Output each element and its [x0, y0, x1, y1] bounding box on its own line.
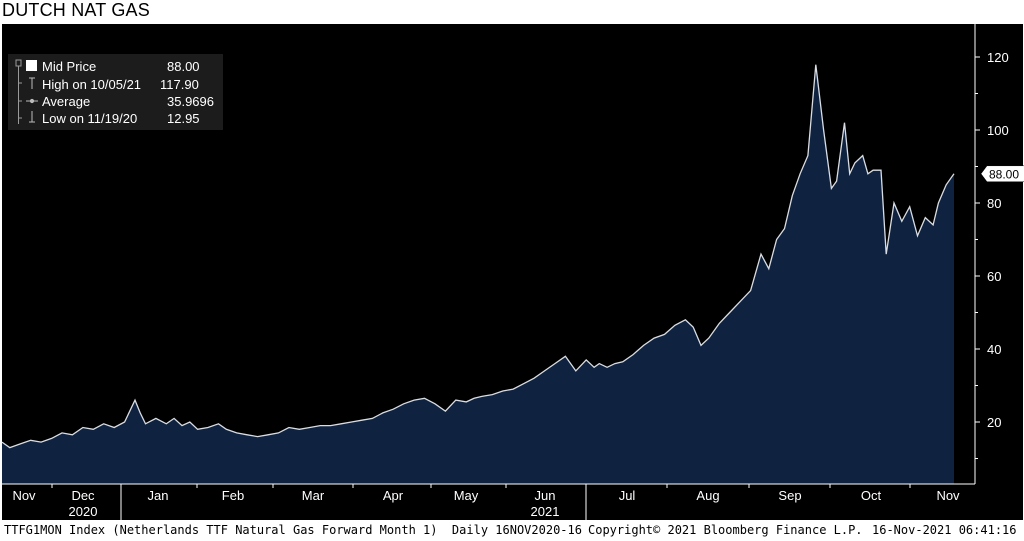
footer: TTFG1MON Index (Netherlands TTF Natural …	[0, 520, 1024, 541]
legend-background	[8, 54, 223, 130]
last-price-tag: 88.00	[980, 165, 1024, 183]
legend-low-label: Low on 11/19/20	[42, 111, 137, 126]
y-tick-label: 80	[987, 196, 1001, 211]
y-axis-ticks: 20 40 60 80 100 120	[975, 50, 1009, 459]
y-tick-label: 100	[987, 123, 1009, 138]
legend-mid-value: 88.00	[167, 59, 200, 74]
x-axis-ticks: Nov Dec Jan Feb Mar Apr May Jun Jul Aug Sep Oct Nov 2…	[12, 484, 960, 520]
y-tick-label: 120	[987, 50, 1009, 65]
series-area	[2, 64, 954, 484]
legend: Mid Price 88.00 High on 10/05/21 117.90 …	[8, 54, 223, 130]
legend-low-value: 12.95	[167, 111, 200, 126]
x-month-label: Mar	[302, 488, 325, 503]
footer-index-info: TTFG1MON Index (Netherlands TTF Natural …	[4, 523, 582, 537]
legend-avg-label: Average	[42, 94, 90, 109]
x-month-label: Apr	[383, 488, 404, 503]
y-tick-label: 40	[987, 342, 1001, 357]
low-marker-icon	[29, 111, 35, 123]
x-month-label: Feb	[222, 488, 244, 503]
legend-avg-value: 35.9696	[167, 94, 214, 109]
x-month-label: Sep	[778, 488, 801, 503]
chart-svg: 20 40 60 80 100 120 Nov Dec Jan Feb Mar Apr May Jun J…	[1, 24, 1024, 520]
legend-high-label: High on 10/05/21	[42, 77, 141, 92]
x-year-label: 2021	[531, 504, 560, 519]
mid-price-swatch-icon	[26, 60, 37, 71]
average-marker-icon	[26, 98, 38, 104]
legend-connector-icons	[15, 59, 22, 124]
x-month-label: Nov	[936, 488, 960, 503]
series-area-group	[1, 64, 955, 484]
x-month-label: Jan	[148, 488, 169, 503]
x-year-label: 2020	[69, 504, 98, 519]
x-month-label: Dec	[71, 488, 95, 503]
last-price-tag-text: 88.00	[989, 167, 1019, 181]
y-tick-label: 60	[987, 269, 1001, 284]
footer-timestamp: 16-Nov-2021 06:41:16	[872, 523, 1017, 537]
high-marker-icon	[29, 77, 35, 89]
chart-title: DUTCH NAT GAS	[2, 0, 150, 20]
x-month-label: Aug	[696, 488, 719, 503]
x-month-label: Nov	[12, 488, 36, 503]
legend-mid-label: Mid Price	[42, 59, 96, 74]
x-month-label: Oct	[861, 488, 882, 503]
series-line	[1, 64, 955, 449]
y-tick-label: 20	[987, 415, 1001, 430]
x-month-label: Jun	[535, 488, 556, 503]
last-price-tag-shape	[980, 165, 1024, 183]
x-month-label: Jul	[619, 488, 636, 503]
x-month-label: May	[454, 488, 479, 503]
legend-high-value: 117.90	[160, 77, 199, 92]
footer-copyright: Copyright© 2021 Bloomberg Finance L.P.	[588, 523, 863, 537]
